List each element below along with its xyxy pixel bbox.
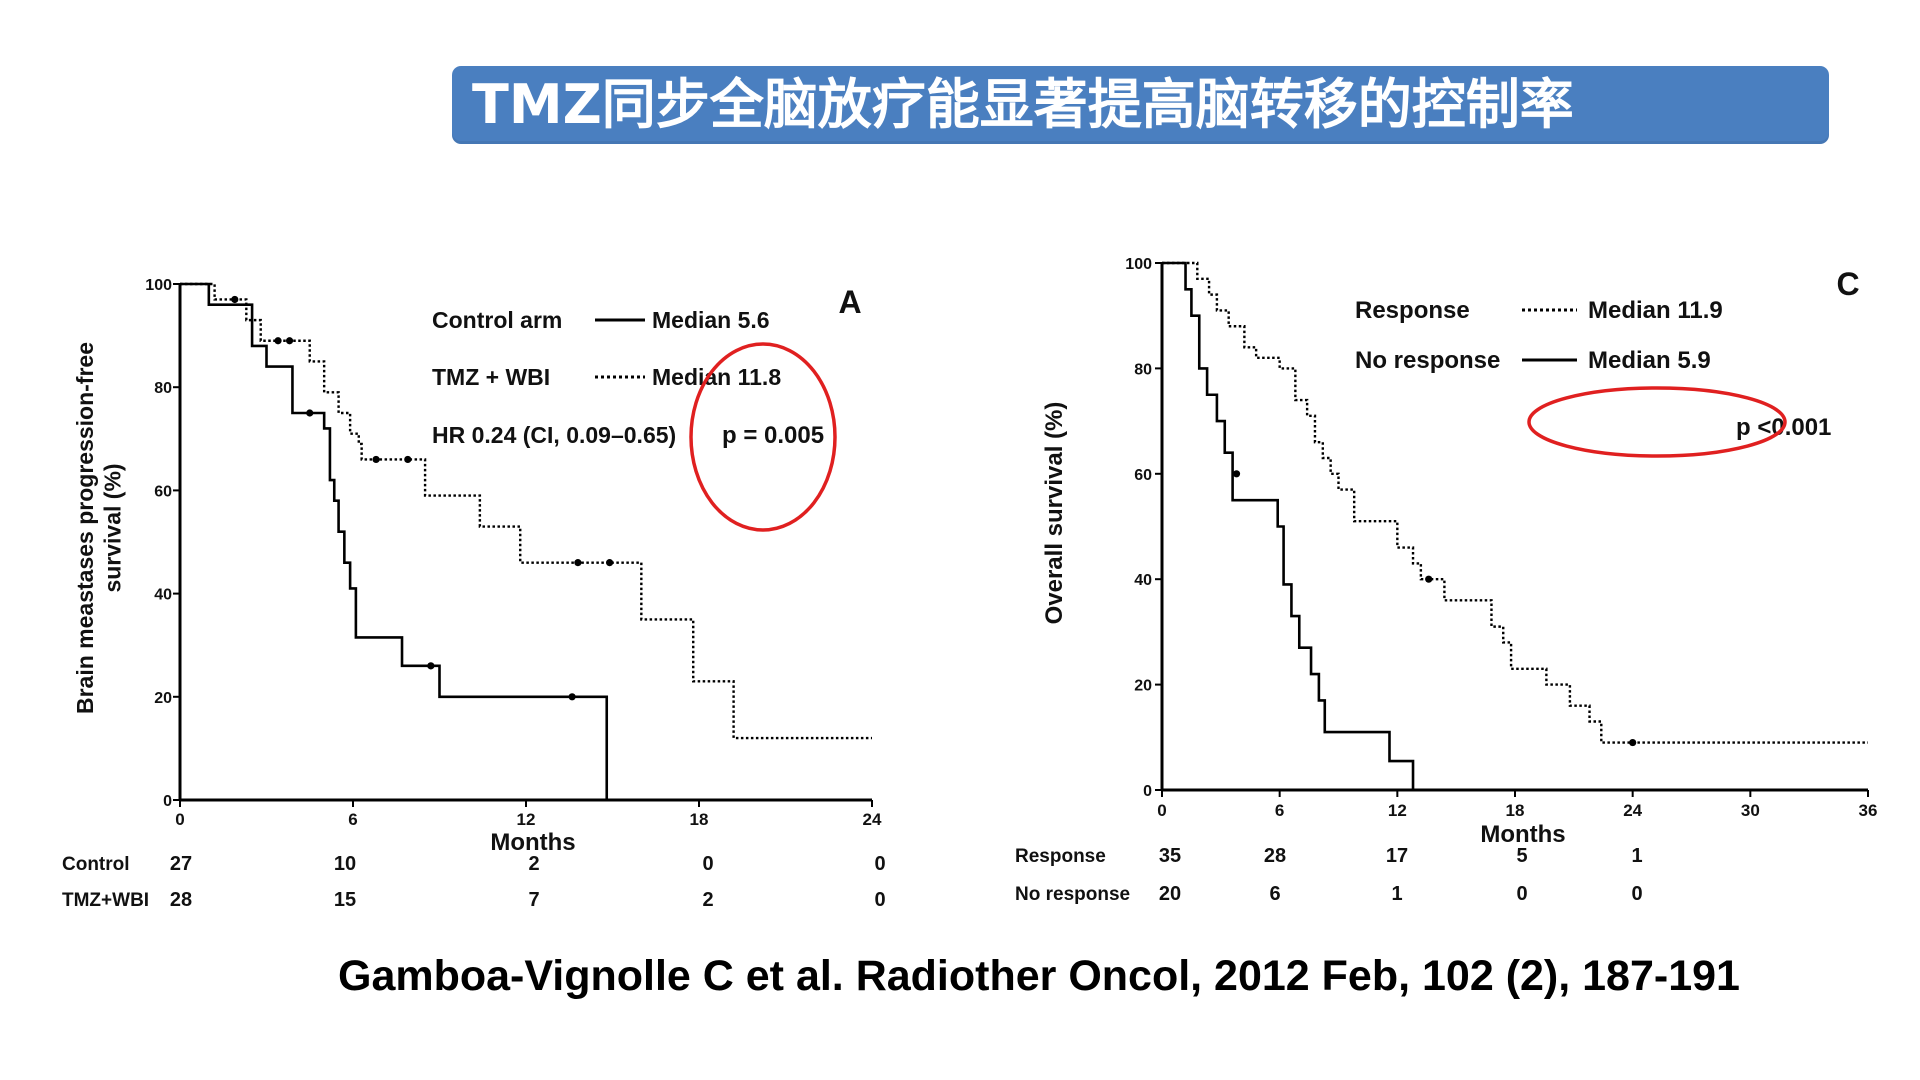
risk-count: 7 xyxy=(528,889,539,911)
legend-median: Median 5.9 xyxy=(1588,347,1711,374)
highlight-ellipse xyxy=(1527,386,1787,458)
risk-row-label: Control xyxy=(62,854,130,875)
series-line-1 xyxy=(180,282,872,740)
censor-mark xyxy=(427,662,435,670)
risk-count: 15 xyxy=(334,889,356,911)
x-tick-label: 12 xyxy=(517,810,536,829)
panel-label: C xyxy=(1836,266,1859,302)
x-tick-label: 18 xyxy=(1506,801,1525,820)
censor-mark xyxy=(372,455,380,464)
censor-mark xyxy=(285,337,294,345)
x-tick-label: 24 xyxy=(1623,801,1642,820)
p-value-text: p = 0.005 xyxy=(722,422,824,449)
y-axis-label-line: survival (%) xyxy=(100,463,126,592)
risk-count: 0 xyxy=(1631,883,1642,905)
y-axis-label: Overall survival (%) xyxy=(1041,402,1068,625)
risk-count: 28 xyxy=(170,889,192,911)
y-tick-label: 100 xyxy=(145,277,172,294)
censor-mark xyxy=(306,409,314,417)
y-tick-label: 40 xyxy=(154,587,172,604)
x-axis-label: Months xyxy=(1480,821,1565,848)
legend-label: No response xyxy=(1355,347,1500,374)
x-tick-label: 12 xyxy=(1388,801,1407,820)
risk-count: 20 xyxy=(1159,883,1181,905)
risk-row-label: Response xyxy=(1015,846,1106,867)
y-tick-label: 0 xyxy=(1143,783,1152,800)
x-tick-label: 36 xyxy=(1859,801,1878,820)
x-tick-label: 18 xyxy=(690,810,709,829)
legend-label: Response xyxy=(1355,297,1470,324)
x-tick-label: 0 xyxy=(1157,801,1166,820)
risk-count: 2 xyxy=(702,889,713,911)
title-banner: TMZ同步全脑放疗能显著提高脑转移的控制率 xyxy=(452,66,1829,144)
risk-count: 5 xyxy=(1516,845,1527,867)
x-axis-label: Months xyxy=(490,829,575,856)
legend-median: Median 11.9 xyxy=(1588,297,1723,324)
risk-row-label: TMZ+WBI xyxy=(62,890,149,911)
y-tick-label: 100 xyxy=(1125,256,1152,273)
risk-count: 27 xyxy=(170,853,192,875)
y-axis-label-line: Overall survival (%) xyxy=(1041,402,1068,625)
panel-label: A xyxy=(838,284,861,320)
series-line-1 xyxy=(1162,261,1415,790)
risk-count: 0 xyxy=(874,889,885,911)
risk-count: 28 xyxy=(1264,845,1286,867)
risk-count: 35 xyxy=(1159,845,1181,867)
y-tick-label: 0 xyxy=(163,793,172,810)
y-axis-label-line: Brain meastases progression-free xyxy=(72,342,98,714)
citation: Gamboa-Vignolle C et al. Radiother Oncol… xyxy=(338,952,1740,1000)
x-tick-label: 0 xyxy=(175,810,184,829)
y-tick-label: 20 xyxy=(1134,678,1152,695)
risk-count: 0 xyxy=(702,853,713,875)
legend-median: Median 5.6 xyxy=(652,307,770,333)
y-tick-label: 80 xyxy=(1134,361,1152,378)
risk-count: 1 xyxy=(1391,883,1402,905)
y-tick-label: 60 xyxy=(1134,467,1152,484)
censor-mark xyxy=(404,455,412,464)
x-tick-label: 24 xyxy=(863,810,882,829)
censor-mark xyxy=(1232,470,1241,478)
hazard-ratio-text: HR 0.24 (CI, 0.09–0.65) xyxy=(432,422,676,448)
highlight-ellipse xyxy=(689,342,837,532)
y-tick-label: 40 xyxy=(1134,572,1152,589)
risk-count: 0 xyxy=(1516,883,1527,905)
y-axis-label: Brain meastases progression-freesurvival… xyxy=(72,342,126,714)
risk-count: 17 xyxy=(1386,845,1408,867)
risk-count: 6 xyxy=(1269,883,1280,905)
slide-title: TMZ同步全脑放疗能显著提高脑转移的控制率 xyxy=(472,73,1574,136)
risk-count: 10 xyxy=(334,853,356,875)
risk-count: 1 xyxy=(1631,845,1642,867)
y-tick-label: 80 xyxy=(154,380,172,397)
x-tick-label: 6 xyxy=(1275,801,1284,820)
series-line-0 xyxy=(1162,261,1868,744)
series-line-0 xyxy=(180,282,609,800)
risk-count: 2 xyxy=(528,853,539,875)
y-tick-label: 60 xyxy=(154,483,172,500)
legend-label: TMZ + WBI xyxy=(432,364,550,390)
legend-label: Control arm xyxy=(432,307,562,333)
risk-row-label: No response xyxy=(1015,884,1130,905)
censor-mark xyxy=(231,295,239,304)
risk-count: 0 xyxy=(874,853,885,875)
censor-mark xyxy=(606,559,614,567)
censor-mark xyxy=(574,559,582,567)
censor-mark xyxy=(274,337,282,345)
censor-mark xyxy=(1425,575,1433,583)
censor-mark xyxy=(1629,738,1637,747)
x-tick-label: 30 xyxy=(1741,801,1760,820)
censor-mark xyxy=(568,693,576,701)
y-tick-label: 20 xyxy=(154,690,172,707)
x-tick-label: 6 xyxy=(348,810,357,829)
